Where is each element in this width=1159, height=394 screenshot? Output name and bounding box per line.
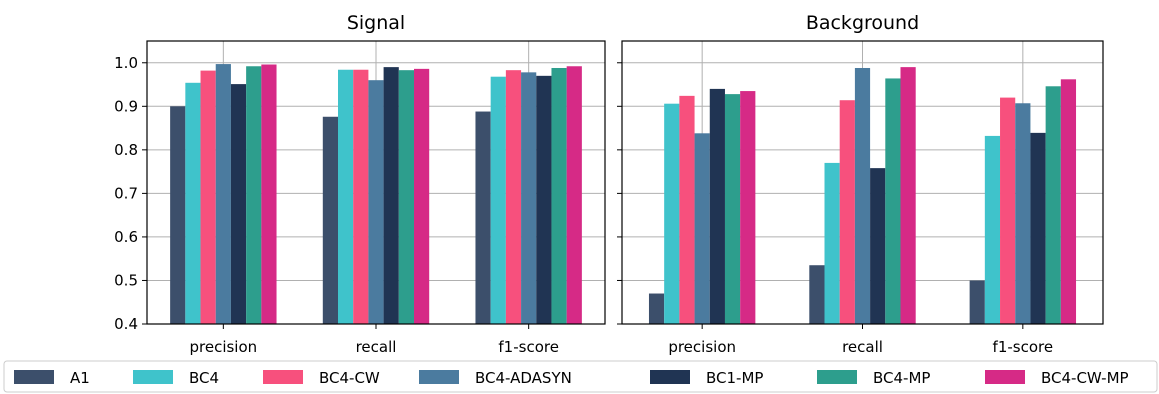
bar-bc4-cw bbox=[839, 100, 855, 324]
bar-bc4-mp bbox=[885, 78, 901, 324]
bar-bc4-cw-mp bbox=[566, 66, 582, 324]
bar-bc4-cw bbox=[353, 69, 369, 324]
x-tick-label: f1-score bbox=[498, 338, 559, 356]
bar-a1 bbox=[170, 106, 186, 324]
plot-frame bbox=[621, 40, 1104, 325]
bar-bc4-mp bbox=[398, 70, 414, 324]
legend-label: BC4-CW-MP bbox=[1041, 369, 1129, 387]
legend-label: A1 bbox=[70, 369, 90, 387]
x-tick-label: recall bbox=[842, 338, 883, 356]
legend-swatch bbox=[650, 370, 690, 384]
legend-label: BC1-MP bbox=[706, 369, 763, 387]
bar-bc4-mp bbox=[551, 67, 567, 325]
bar-a1 bbox=[322, 116, 338, 324]
bar-bc4-cw-mp bbox=[261, 64, 277, 324]
y-tick-label: 0.5 bbox=[114, 271, 138, 289]
bar-bc4-cw bbox=[1000, 97, 1016, 324]
bar-bc4 bbox=[984, 135, 1001, 324]
bar-bc4-cw bbox=[200, 70, 216, 324]
bar-bc4-cw-mp bbox=[900, 67, 916, 324]
chart-signal: 0.4 0.5 0.6 0.7 0.8 0.9 1.0 precision recall f1-s… bbox=[114, 12, 606, 356]
bar-bc4 bbox=[490, 76, 506, 324]
legend-swatch bbox=[419, 370, 459, 384]
bar-a1 bbox=[475, 111, 491, 324]
legend-swatch bbox=[14, 370, 54, 384]
y-tick-label: 0.9 bbox=[114, 97, 138, 115]
bar-bc4-adasyn bbox=[854, 67, 871, 325]
bar-bc4-adasyn bbox=[368, 80, 384, 324]
bar-bc4-cw bbox=[505, 70, 522, 324]
bar-bc4-cw-mp bbox=[1060, 79, 1077, 324]
bar-a1 bbox=[809, 265, 825, 324]
x-tick-label: f1-score bbox=[993, 338, 1054, 356]
bar-bc4 bbox=[185, 82, 201, 324]
legend-swatch bbox=[817, 370, 857, 384]
bar-bc4-cw bbox=[679, 95, 695, 324]
plot-frame bbox=[146, 40, 606, 325]
legend-swatch bbox=[263, 370, 303, 384]
bar-bc1-mp bbox=[383, 67, 399, 324]
y-tick-label: 0.4 bbox=[114, 315, 138, 333]
bar-bc4-adasyn bbox=[521, 72, 537, 325]
bar-bc4-cw-mp bbox=[414, 68, 430, 324]
bar-bc4-adasyn bbox=[215, 64, 231, 325]
y-tick-label: 0.6 bbox=[114, 228, 138, 246]
y-tick-label: 0.8 bbox=[114, 141, 138, 159]
legend-swatch bbox=[985, 370, 1025, 384]
bar-bc4-mp bbox=[724, 94, 741, 325]
bar-a1 bbox=[969, 280, 985, 324]
bar-bc4 bbox=[664, 103, 680, 325]
bar-bc1-mp bbox=[1030, 132, 1046, 324]
bar-bc4-adasyn bbox=[1015, 103, 1031, 324]
bar-bc1-mp bbox=[870, 168, 886, 324]
legend-label: BC4-MP bbox=[873, 369, 930, 387]
y-tick-label: 0.7 bbox=[114, 184, 138, 202]
legend: A1 BC4 BC4-CW BC4-ADASYN BC1-MP BC4-MP BC4-CW-… bbox=[3, 360, 1158, 393]
bar-bc1-mp bbox=[230, 84, 247, 324]
chart-title: Signal bbox=[347, 12, 405, 34]
bar-bc1-mp bbox=[536, 75, 552, 324]
x-tick-label: recall bbox=[356, 338, 397, 356]
legend-frame bbox=[3, 360, 1158, 393]
bar-bc4 bbox=[824, 162, 840, 324]
bar-bc4-adasyn bbox=[694, 133, 710, 324]
bar-bc4-mp bbox=[1045, 86, 1061, 324]
bar-a1 bbox=[648, 293, 665, 324]
legend-swatch bbox=[133, 370, 173, 384]
bar-bc4-mp bbox=[246, 66, 262, 324]
x-tick-label: precision bbox=[189, 338, 257, 356]
x-tick-label: precision bbox=[668, 338, 736, 356]
chart-title: Background bbox=[806, 12, 919, 34]
legend-label: BC4-CW bbox=[319, 369, 380, 387]
bar-bc4 bbox=[338, 69, 354, 324]
bar-bc1-mp bbox=[709, 88, 725, 325]
y-tick-label: 1.0 bbox=[114, 54, 138, 72]
chart-background: precision recall f1-score Background bbox=[617, 12, 1104, 356]
bar-bc4-cw-mp bbox=[740, 91, 756, 324]
legend-label: BC4 bbox=[189, 369, 219, 387]
legend-label: BC4-ADASYN bbox=[475, 369, 572, 387]
